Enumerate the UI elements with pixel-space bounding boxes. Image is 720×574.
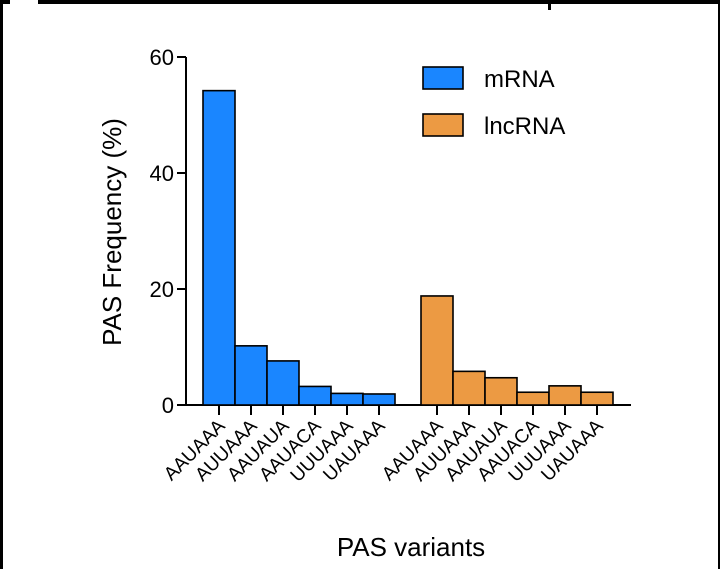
x-tick-labels: AAUAAAAUUAAAAAUAUAAAUACAUUUAAAUAUAAAAAUA…: [160, 405, 608, 487]
frame-right-border: [718, 0, 720, 569]
legend: mRNA lncRNA: [422, 66, 565, 140]
legend-swatch-lncRNA: [422, 113, 464, 137]
bar-lncRNA-AAUACA: [516, 391, 550, 406]
bar-lncRNA-UUUAAA: [548, 385, 582, 406]
bar-mRNA-AUUAAA: [234, 345, 268, 406]
legend-swatch-mRNA: [422, 66, 464, 90]
bar-lncRNA-AUUAAA: [452, 370, 486, 406]
frame-left-border: [0, 0, 3, 569]
bar-lncRNA-UAUAAA: [580, 391, 614, 406]
y-tick-label: 0: [162, 393, 174, 418]
bar-mRNA-AAUACA: [298, 385, 332, 406]
y-tick-label: 40: [150, 161, 174, 186]
bar-mRNA-AAUAAA: [202, 89, 236, 406]
frame-top-border: [0, 0, 720, 4]
y-tick-label: 20: [150, 277, 174, 302]
legend-label: mRNA: [484, 66, 555, 93]
bar-mRNA-UAUAAA: [362, 393, 396, 406]
x-axis-label: PAS variants: [337, 532, 485, 562]
bar-lncRNA-AAUAUA: [484, 376, 518, 406]
frame-border-gap: [10, 0, 38, 4]
frame-border-tick: [548, 0, 551, 10]
bar-mRNA-UUUAAA: [330, 392, 364, 406]
legend-label: lncRNA: [484, 113, 565, 140]
bar-lncRNA-AAUAAA: [420, 295, 454, 406]
bars: [202, 89, 614, 406]
bar-mRNA-AAUAUA: [266, 360, 300, 406]
y-tick-label: 60: [150, 45, 174, 70]
y-axis-label: PAS Frequency (%): [97, 118, 127, 346]
